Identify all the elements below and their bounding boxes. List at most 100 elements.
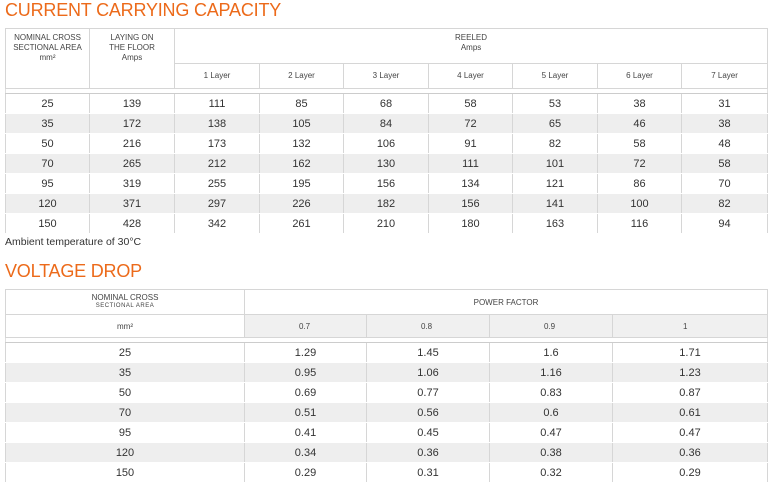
table-cell: 0.61	[612, 402, 768, 423]
table-cell: 0.29	[244, 462, 367, 483]
header-layer: 1 Layer	[174, 63, 260, 89]
table-cell: 58	[680, 153, 768, 174]
table-cell: 180	[428, 213, 513, 234]
table-cell: 132	[259, 133, 344, 154]
table-cell: 111	[428, 153, 513, 174]
header-layer: 7 Layer	[680, 63, 768, 89]
table-cell: 134	[428, 173, 513, 194]
table-cell: 72	[597, 153, 682, 174]
table-cell: 50	[5, 382, 245, 403]
voltage-drop-table: NOMINAL CROSS SECTIONAL AREA POWER FACTO…	[5, 289, 768, 483]
table-cell: 0.34	[244, 442, 367, 463]
table-cell: 25	[5, 93, 90, 114]
table-cell: 95	[5, 422, 245, 443]
table-cell: 121	[512, 173, 598, 194]
table-cell: 101	[512, 153, 598, 174]
table-cell: 226	[259, 193, 344, 214]
table-cell: 0.36	[612, 442, 768, 463]
table-row: 70 265 212 162 130 111 101 72 58	[5, 153, 768, 174]
table-cell: 100	[597, 193, 682, 214]
table-cell: 0.69	[244, 382, 367, 403]
header-factor: 1	[612, 314, 768, 338]
table-cell: 58	[428, 93, 513, 114]
table-cell: 182	[343, 193, 429, 214]
table-cell: 0.56	[366, 402, 490, 423]
table-cell: 371	[89, 193, 175, 214]
table-row: 50 0.69 0.77 0.83 0.87	[5, 382, 768, 403]
table-cell: 70	[5, 153, 90, 174]
header-layer: 5 Layer	[512, 63, 598, 89]
table-cell: 0.45	[366, 422, 490, 443]
table-cell: 162	[259, 153, 344, 174]
table-cell: 261	[259, 213, 344, 234]
table-cell: 0.95	[244, 362, 367, 383]
table-cell: 120	[5, 442, 245, 463]
table-cell: 1.06	[366, 362, 490, 383]
table-cell: 70	[680, 173, 768, 194]
table-cell: 150	[5, 462, 245, 483]
header-nominal-cross-sectional-area: NOMINAL CROSS SECTIONAL AREA	[5, 289, 245, 315]
header-power-factor: POWER FACTOR	[244, 289, 768, 315]
header-layer: 6 Layer	[597, 63, 682, 89]
table-cell: 65	[512, 113, 598, 134]
table-cell: 1.23	[612, 362, 768, 383]
table-cell: 0.77	[366, 382, 490, 403]
header-layer: 3 Layer	[343, 63, 429, 89]
table-cell: 130	[343, 153, 429, 174]
table-cell: 156	[343, 173, 429, 194]
table-cell: 50	[5, 133, 90, 154]
table-cell: 1.16	[489, 362, 613, 383]
table-row: 150 428 342 261 210 180 163 116 94	[5, 213, 768, 234]
table-cell: 72	[428, 113, 513, 134]
table-cell: 0.87	[612, 382, 768, 403]
table-row: 120 371 297 226 182 156 141 100 82	[5, 193, 768, 214]
table-cell: 210	[343, 213, 429, 234]
table-cell: 0.31	[366, 462, 490, 483]
table-cell: 120	[5, 193, 90, 214]
table-row: 150 0.29 0.31 0.32 0.29	[5, 462, 768, 483]
table-cell: 0.36	[366, 442, 490, 463]
table-cell: 150	[5, 213, 90, 234]
table-cell: 156	[428, 193, 513, 214]
table-cell: 265	[89, 153, 175, 174]
ambient-temperature-note: Ambient temperature of 30°C	[5, 236, 142, 248]
header-reeled: REELED Amps	[173, 28, 768, 64]
table-cell: 38	[597, 93, 682, 114]
table-cell: 46	[597, 113, 682, 134]
table-cell: 82	[512, 133, 598, 154]
header-nominal-cross-sectional-area: NOMINAL CROSS SECTIONAL AREA mm²	[5, 28, 90, 89]
table-cell: 38	[680, 113, 768, 134]
table-cell: 95	[5, 173, 90, 194]
table-cell: 48	[680, 133, 768, 154]
table-row: 35 172 138 105 84 72 65 46 38	[5, 113, 768, 134]
table-row: 50 216 173 132 106 91 82 58 48	[5, 133, 768, 154]
voltage-drop-title: VOLTAGE DROP	[5, 261, 142, 281]
table-cell: 138	[174, 113, 260, 134]
table-cell: 172	[89, 113, 175, 134]
table-cell: 82	[680, 193, 768, 214]
table-cell: 173	[174, 133, 260, 154]
table-cell: 58	[597, 133, 682, 154]
table-row: 70 0.51 0.56 0.6 0.61	[5, 402, 768, 423]
table-cell: 0.38	[489, 442, 613, 463]
table-cell: 0.47	[612, 422, 768, 443]
table-cell: 1.45	[366, 342, 490, 363]
header-unit: mm²	[5, 314, 245, 338]
table-cell: 195	[259, 173, 344, 194]
table-cell: 85	[259, 93, 344, 114]
header-factor: 0.8	[366, 314, 490, 338]
table-cell: 139	[89, 93, 175, 114]
table-cell: 212	[174, 153, 260, 174]
header-laying-on-floor: LAYING ON THE FLOOR Amps	[89, 28, 175, 89]
table-cell: 70	[5, 402, 245, 423]
table-cell: 86	[597, 173, 682, 194]
table-cell: 1.29	[244, 342, 367, 363]
table-cell: 0.51	[244, 402, 367, 423]
table-row: 120 0.34 0.36 0.38 0.36	[5, 442, 768, 463]
table-row: 35 0.95 1.06 1.16 1.23	[5, 362, 768, 383]
header-layer: 4 Layer	[428, 63, 513, 89]
table-cell: 0.47	[489, 422, 613, 443]
table-cell: 163	[512, 213, 598, 234]
table-cell: 216	[89, 133, 175, 154]
table-row: 25 1.29 1.45 1.6 1.71	[5, 342, 768, 363]
